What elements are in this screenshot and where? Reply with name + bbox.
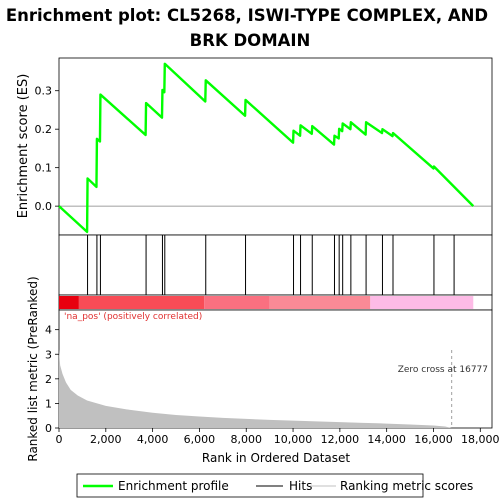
metric-y-tick-label: 1 [45, 397, 52, 410]
heatmap-panel [58, 294, 493, 311]
hits-frame [58, 234, 493, 296]
x-tick-label: 6,000 [184, 433, 216, 446]
band-segment [59, 296, 79, 309]
es-y-tick-label: 0.3 [35, 85, 53, 98]
ranking-metric-area [59, 349, 474, 428]
chart-title-line1: Enrichment plot: CL5268, ISWI-TYPE COMPL… [6, 6, 488, 25]
hit-lines [87, 235, 455, 295]
es-y-axis-label: Enrichment score (ES) [16, 74, 31, 219]
x-tick-label: 8,000 [230, 433, 262, 446]
hits-panel [58, 234, 493, 296]
legend: Enrichment profile Hits Ranking metric s… [76, 473, 473, 498]
metric-panel: Zero cross at 16777 'na_pos' (positively… [26, 276, 500, 465]
x-tick-label: 0 [56, 433, 63, 446]
es-plot-frame [58, 57, 493, 236]
legend-hits-label: Hits [289, 479, 312, 493]
metric-y-axis-label: Ranked list metric (PreRanked) [26, 276, 40, 461]
metric-plot-frame [58, 309, 493, 429]
metric-y-tick-label: 3 [45, 348, 52, 361]
chart-title-line2: BRK DOMAIN [190, 31, 311, 50]
enrichment-profile-line [58, 62, 475, 234]
x-tick-label: 2,000 [90, 433, 122, 446]
x-axis-label: Rank in Ordered Dataset [202, 451, 350, 465]
x-tick-label: 14,000 [367, 433, 406, 446]
es-y-tick-label: 0.1 [35, 162, 53, 175]
es-panel: 0.0 0.1 0.2 0.3 Enrichment score (ES) [16, 57, 493, 236]
band-segment [204, 296, 270, 309]
metric-y-tick-label: 0 [45, 422, 52, 435]
zero-cross-annotation: Zero cross at 16777 [398, 365, 488, 375]
es-y-tick-label: 0.0 [35, 200, 53, 213]
band-segment [269, 296, 371, 309]
metric-x-ticks: 0 2,000 4,000 6,000 8,000 10,000 12,000 14,000 1… [56, 428, 500, 446]
x-tick-label: 16,000 [414, 433, 453, 446]
band-segment [370, 296, 474, 309]
x-tick-label: 10,000 [274, 433, 313, 446]
positive-correlation-label: 'na_pos' (positively correlated) [64, 312, 202, 322]
legend-frame [76, 473, 424, 498]
x-tick-label: 4,000 [137, 433, 169, 446]
metric-y-ticks: 0 1 2 3 4 [45, 324, 59, 435]
metric-y-tick-label: 2 [45, 373, 52, 386]
band-segment [78, 296, 205, 309]
legend-profile-label: Enrichment profile [118, 479, 229, 493]
correlation-band [59, 296, 474, 309]
es-y-ticks: 0.0 0.1 0.2 0.3 [35, 85, 59, 213]
x-tick-label: 18,000 [461, 433, 500, 446]
es-y-tick-label: 0.2 [35, 123, 53, 136]
metric-y-tick-label: 4 [45, 324, 52, 337]
legend-metric-label: Ranking metric scores [340, 479, 473, 493]
x-tick-label: 12,000 [321, 433, 360, 446]
